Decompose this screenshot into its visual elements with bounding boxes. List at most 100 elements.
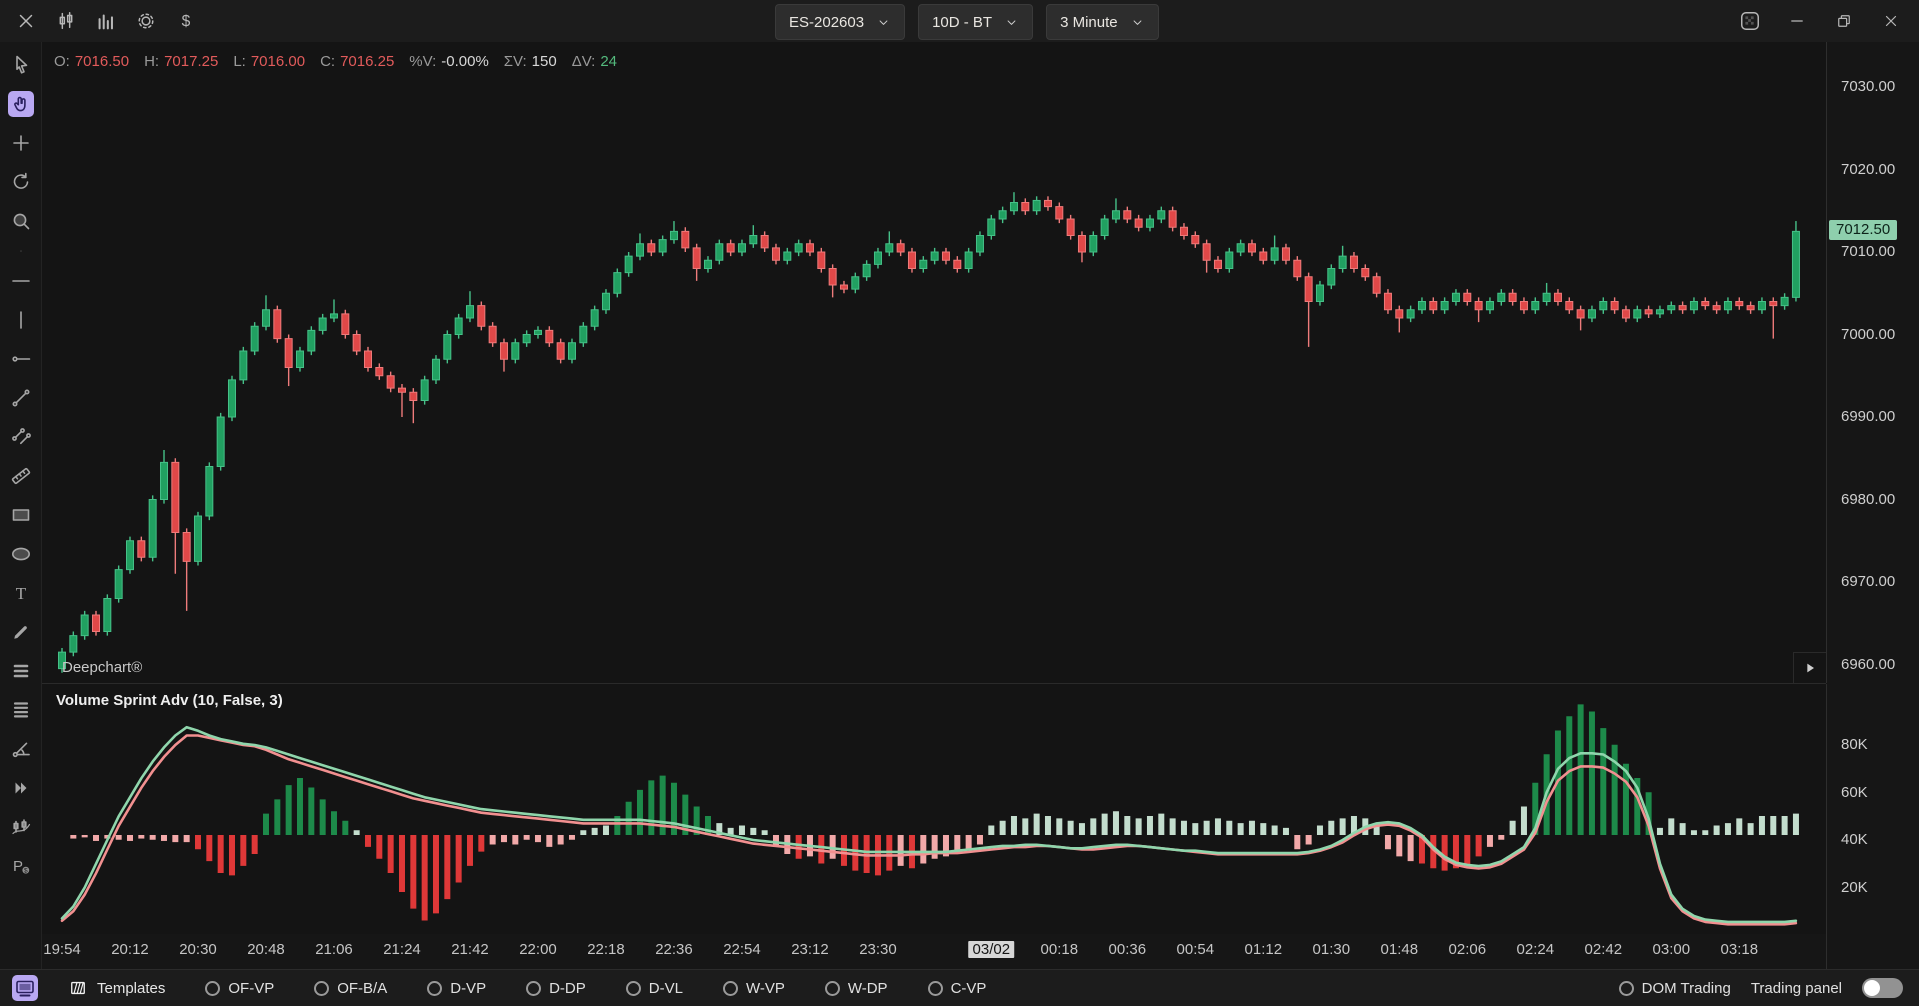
close-app-icon[interactable]: [1879, 9, 1903, 33]
time-axis-label: 02:24: [1516, 941, 1555, 958]
time-axis-label: 00:54: [1176, 941, 1215, 958]
tool-rectangle-icon[interactable]: [8, 502, 34, 528]
time-axis-label: 20:48: [247, 941, 285, 958]
template-radio-d-dp[interactable]: D-DP: [526, 980, 586, 997]
tool-pan-hand-icon[interactable]: [7, 91, 34, 117]
tool-ellipse-icon[interactable]: [8, 541, 34, 567]
template-radio-c-vp[interactable]: C-VP: [927, 979, 987, 997]
radio-circle-icon: [1618, 980, 1634, 996]
tool-trend-line-icon[interactable]: [8, 385, 34, 411]
radio-circle-icon: [824, 980, 840, 996]
bottom-bar-right: DOM Trading Trading panel: [1618, 978, 1919, 998]
radio-circle-icon: [526, 980, 542, 996]
price-axis-label: 6990.00: [1841, 408, 1896, 425]
tool-position-tool-icon[interactable]: P $: [8, 853, 34, 879]
templates-label: Templates: [97, 979, 166, 997]
tool-brush-pencil-icon[interactable]: [8, 619, 34, 645]
window-controls: [1738, 0, 1903, 42]
volume-columns-icon[interactable]: [94, 9, 118, 33]
price-axis-label: 6970.00: [1841, 573, 1896, 590]
radio-label: C-VP: [950, 979, 987, 997]
tool-zigzag-pattern-icon[interactable]: [8, 775, 34, 801]
transparency-icon[interactable]: [1738, 9, 1762, 33]
monitor-icon: [13, 976, 37, 1000]
tool-text-icon[interactable]: T: [8, 580, 34, 606]
radio-label: W-DP: [847, 979, 888, 997]
range-dropdown[interactable]: 10D - BT: [918, 4, 1034, 40]
minimize-icon[interactable]: [1785, 9, 1809, 33]
time-axis-label: 19:54: [43, 941, 81, 958]
template-radio-w-vp[interactable]: W-VP: [722, 979, 785, 997]
trading-panel-toggle[interactable]: [1862, 978, 1903, 998]
svg-text:$: $: [23, 867, 27, 874]
template-radio-d-vp[interactable]: D-VP: [427, 980, 486, 997]
radio-circle-icon: [625, 980, 641, 996]
tool-pointer-icon[interactable]: [8, 52, 34, 78]
drawing-tools-toolbar: T P $: [0, 42, 42, 969]
template-radio-of-b-a[interactable]: OF-B/A: [314, 980, 387, 997]
tool-crosshair-plus-icon[interactable]: [8, 130, 34, 156]
time-axis-label: 02:06: [1448, 941, 1487, 958]
templates-button[interactable]: Templates: [68, 978, 165, 998]
time-axis-label: 22:36: [655, 941, 693, 958]
price-axis[interactable]: 7012.50 7030.00 7020.00 7010.00 7000.00 6990…: [1826, 42, 1919, 683]
ohlc-item: %V: -0.00%: [409, 53, 489, 70]
svg-text:T: T: [15, 584, 26, 603]
chevron-down-icon: [876, 15, 891, 30]
trading-panel-label: Trading panel: [1750, 979, 1842, 997]
candlestick-chart[interactable]: [42, 42, 1826, 683]
template-radio-of-vp[interactable]: OF-VP: [205, 980, 274, 997]
tool-protractor-angle-icon[interactable]: [8, 736, 34, 762]
symbol-dropdown-label: ES-202603: [789, 13, 865, 31]
interval-dropdown[interactable]: 3 Minute: [1046, 4, 1159, 40]
dollar-icon[interactable]: $: [174, 9, 198, 33]
tool-zoom-magnifier-icon[interactable]: [8, 208, 34, 234]
chart-type-candles-icon[interactable]: [54, 9, 78, 33]
time-axis-label: 03:00: [1652, 941, 1691, 958]
radio-label: W-VP: [745, 979, 785, 997]
dom-trading-radio[interactable]: DOM Trading: [1618, 980, 1731, 997]
last-price-tag: 7012.50: [1829, 220, 1898, 241]
time-axis[interactable]: 19:54 20:12 20:30 20:48 21:06 21:24 21:42 22:00…: [42, 934, 1826, 969]
time-axis-label: 23:12: [791, 941, 829, 958]
tool-vertical-line-icon[interactable]: [8, 307, 34, 333]
restore-icon[interactable]: [1832, 9, 1856, 33]
settings-gear-icon[interactable]: [134, 9, 158, 33]
tool-parallel-channel-icon[interactable]: [8, 424, 34, 450]
price-axis-label: 6980.00: [1841, 490, 1896, 508]
indicator-axis-label: 40K: [1841, 831, 1868, 848]
svg-text:P: P: [12, 858, 22, 875]
tool-lines-three-icon[interactable]: [8, 658, 34, 684]
ohlc-item: H: 7017.25: [144, 53, 219, 70]
tool-lines-four-icon[interactable]: [8, 697, 34, 723]
close-chart-icon[interactable]: [14, 9, 38, 33]
radio-circle-icon: [722, 980, 738, 996]
tool-horizontal-line-icon[interactable]: [8, 268, 34, 294]
replay-play-button[interactable]: [1793, 652, 1826, 683]
volume-indicator-panel[interactable]: Volume Sprint Adv (10, False, 3): [42, 684, 1826, 934]
templates-icon: [68, 978, 88, 998]
time-axis-label: 22:18: [587, 941, 625, 958]
tool-ruler-icon[interactable]: [8, 463, 34, 489]
template-radio-d-vl[interactable]: D-VL: [625, 980, 683, 997]
radio-label: D-VP: [450, 979, 487, 997]
toggle-knob: [1864, 980, 1880, 996]
time-axis-label: 01:48: [1380, 941, 1419, 958]
time-axis-label: 01:30: [1312, 941, 1351, 958]
volume-sprint-chart[interactable]: [42, 684, 1826, 934]
dom-panel-button[interactable]: [12, 975, 38, 1001]
time-axis-date-chip: 03/02: [968, 941, 1015, 958]
play-icon: [1802, 660, 1818, 676]
indicator-axis[interactable]: 80K 60K 40K 20K: [1826, 684, 1919, 934]
tool-horizontal-ray-icon[interactable]: [8, 346, 34, 372]
symbol-dropdown[interactable]: ES-202603: [775, 4, 906, 40]
template-radio-w-dp[interactable]: W-DP: [824, 979, 888, 997]
time-axis-label: 01:12: [1244, 941, 1283, 958]
range-dropdown-label: 10D - BT: [932, 13, 993, 31]
time-axis-label: 21:06: [315, 941, 353, 958]
tool-rotate-icon[interactable]: [8, 169, 34, 195]
radio-circle-icon: [205, 980, 221, 996]
tool-candle-pattern-icon[interactable]: [8, 814, 34, 840]
main-chart-panel[interactable]: O: 7016.50 H: 7017.25 L: 7016.00 C: 7016.25 %V: -…: [42, 42, 1826, 684]
